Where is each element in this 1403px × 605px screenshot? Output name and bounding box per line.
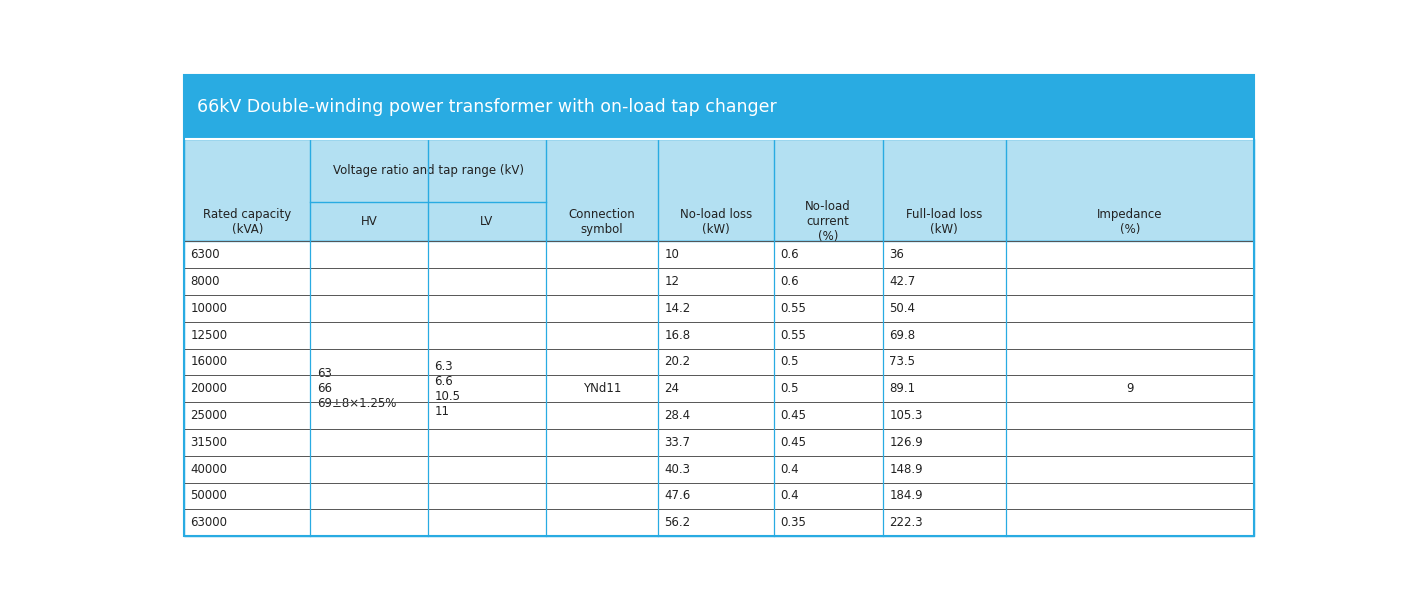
Text: 63
66
69±8×1.25%: 63 66 69±8×1.25% <box>317 367 396 410</box>
Text: 0.5: 0.5 <box>780 356 798 368</box>
Text: 0.55: 0.55 <box>780 302 805 315</box>
Text: 40.3: 40.3 <box>665 463 690 476</box>
Text: 0.4: 0.4 <box>780 463 798 476</box>
Text: 10: 10 <box>665 248 679 261</box>
Bar <box>184 509 1254 536</box>
Text: 0.6: 0.6 <box>780 275 798 288</box>
Text: 20.2: 20.2 <box>665 356 690 368</box>
Text: 184.9: 184.9 <box>890 489 923 502</box>
Text: 33.7: 33.7 <box>665 436 690 449</box>
Bar <box>184 429 1254 456</box>
Text: 105.3: 105.3 <box>890 409 923 422</box>
Bar <box>184 75 1254 139</box>
Text: 16000: 16000 <box>191 356 227 368</box>
Text: 31500: 31500 <box>191 436 227 449</box>
Text: 222.3: 222.3 <box>890 516 923 529</box>
Bar <box>184 322 1254 348</box>
Text: 28.4: 28.4 <box>665 409 690 422</box>
Bar <box>184 456 1254 483</box>
Text: 126.9: 126.9 <box>890 436 923 449</box>
Text: Rated capacity
(kVA): Rated capacity (kVA) <box>203 208 292 236</box>
Bar <box>184 241 1254 536</box>
Text: 42.7: 42.7 <box>890 275 916 288</box>
Text: 12: 12 <box>665 275 679 288</box>
Text: 40000: 40000 <box>191 463 227 476</box>
Text: 50000: 50000 <box>191 489 227 502</box>
Bar <box>184 241 1254 268</box>
Bar <box>184 348 1254 375</box>
Text: 69.8: 69.8 <box>890 329 915 342</box>
Text: 56.2: 56.2 <box>665 516 690 529</box>
Text: Voltage ratio and tap range (kV): Voltage ratio and tap range (kV) <box>333 164 523 177</box>
Text: 24: 24 <box>665 382 679 395</box>
Text: 16.8: 16.8 <box>665 329 690 342</box>
Bar <box>184 295 1254 322</box>
Text: 0.6: 0.6 <box>780 248 798 261</box>
Text: 0.5: 0.5 <box>780 382 798 395</box>
Bar <box>184 402 1254 429</box>
Text: 6.3
6.6
10.5
11: 6.3 6.6 10.5 11 <box>435 360 460 418</box>
Text: 12500: 12500 <box>191 329 227 342</box>
Bar <box>184 139 1254 241</box>
Bar <box>184 139 1254 241</box>
Text: Impedance
(%): Impedance (%) <box>1097 208 1163 236</box>
Text: 0.35: 0.35 <box>780 516 805 529</box>
Bar <box>184 375 1254 402</box>
Text: HV: HV <box>361 215 377 228</box>
Text: 89.1: 89.1 <box>890 382 915 395</box>
Bar <box>184 483 1254 509</box>
Text: 0.55: 0.55 <box>780 329 805 342</box>
Text: 14.2: 14.2 <box>665 302 690 315</box>
Text: 6300: 6300 <box>191 248 220 261</box>
Text: YNd11: YNd11 <box>582 382 622 395</box>
Text: 0.4: 0.4 <box>780 489 798 502</box>
Text: 63000: 63000 <box>191 516 227 529</box>
Text: Connection
symbol: Connection symbol <box>568 208 636 236</box>
Text: Full-load loss
(kW): Full-load loss (kW) <box>906 208 982 236</box>
Text: 73.5: 73.5 <box>890 356 915 368</box>
Text: 25000: 25000 <box>191 409 227 422</box>
Text: No-load loss
(kW): No-load loss (kW) <box>679 208 752 236</box>
Text: 47.6: 47.6 <box>665 489 690 502</box>
Bar <box>184 268 1254 295</box>
Text: 9: 9 <box>1127 382 1134 395</box>
Text: 20000: 20000 <box>191 382 227 395</box>
Text: 148.9: 148.9 <box>890 463 923 476</box>
Text: 50.4: 50.4 <box>890 302 915 315</box>
Text: 8000: 8000 <box>191 275 220 288</box>
Text: 0.45: 0.45 <box>780 436 807 449</box>
Text: No-load
current
(%): No-load current (%) <box>805 200 852 243</box>
Text: LV: LV <box>480 215 494 228</box>
Text: 0.45: 0.45 <box>780 409 807 422</box>
Text: 10000: 10000 <box>191 302 227 315</box>
Text: 36: 36 <box>890 248 904 261</box>
Text: 66kV Double-winding power transformer with on-load tap changer: 66kV Double-winding power transformer wi… <box>196 98 777 116</box>
